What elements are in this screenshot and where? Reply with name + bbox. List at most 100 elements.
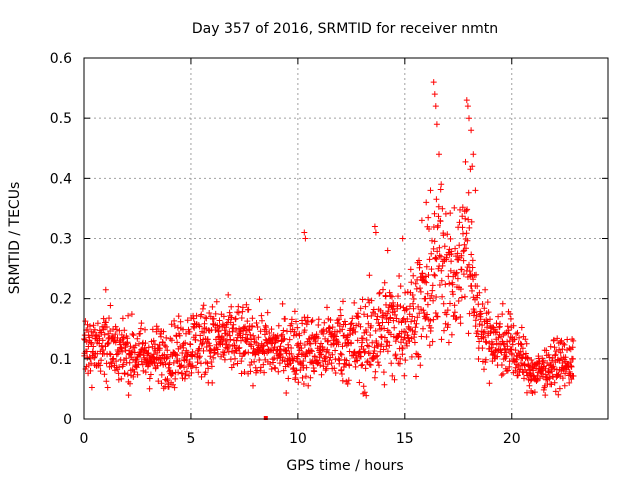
data-point <box>472 323 479 330</box>
data-point <box>566 379 573 386</box>
x-tick-label: 10 <box>289 431 307 447</box>
data-point <box>488 344 495 351</box>
data-point <box>392 351 399 358</box>
data-point <box>137 325 144 332</box>
data-point <box>472 317 479 324</box>
data-point <box>102 286 109 293</box>
data-point <box>176 332 183 339</box>
data-point <box>181 364 188 371</box>
data-point <box>295 379 302 386</box>
data-point <box>551 366 558 372</box>
data-point <box>453 315 460 321</box>
data-point <box>268 326 275 333</box>
data-point <box>142 326 148 333</box>
data-point <box>366 361 373 368</box>
data-point <box>226 341 232 348</box>
x-tick-labels: 0 5 10 15 20 <box>80 431 521 447</box>
data-point <box>242 323 249 330</box>
data-point <box>235 345 242 352</box>
data-point <box>137 330 144 337</box>
data-point <box>512 358 518 365</box>
data-point <box>317 362 324 369</box>
data-point <box>300 358 307 364</box>
data-point <box>395 293 401 300</box>
data-point <box>103 319 109 326</box>
data-point <box>180 340 187 347</box>
data-point <box>220 349 226 355</box>
data-point <box>475 356 482 362</box>
data-point <box>264 309 271 316</box>
data-point <box>299 374 306 381</box>
chart-title: Day 357 of 2016, SRMTID for receiver nmt… <box>192 21 498 37</box>
x-tick-label: 15 <box>396 431 414 447</box>
data-point <box>445 321 452 328</box>
x-tick-label: 5 <box>186 431 195 447</box>
data-point <box>462 158 469 165</box>
data-point <box>368 297 375 304</box>
data-point <box>367 362 374 368</box>
data-point <box>227 356 234 363</box>
data-point <box>256 296 263 303</box>
data-point <box>361 389 368 396</box>
data-point <box>448 331 455 338</box>
data-point <box>87 367 94 374</box>
data-point <box>413 373 419 380</box>
data-point <box>523 369 530 376</box>
data-point <box>430 79 437 86</box>
data-point <box>456 242 463 249</box>
data-point <box>458 252 465 259</box>
data-point <box>359 361 366 368</box>
data-point <box>479 301 486 307</box>
data-point <box>374 359 381 366</box>
data-point <box>182 339 189 346</box>
y-tick-label: 0 <box>63 412 72 428</box>
data-point <box>88 360 95 367</box>
data-point <box>496 324 503 331</box>
data-point <box>466 261 472 268</box>
data-point <box>309 317 316 324</box>
data-point <box>356 379 363 386</box>
data-point <box>518 324 525 331</box>
data-point <box>333 338 340 344</box>
data-point <box>320 326 327 333</box>
data-point <box>506 358 513 365</box>
data-point <box>377 348 384 355</box>
data-point <box>230 361 237 368</box>
data-point <box>469 287 475 294</box>
data-point <box>524 354 531 361</box>
data-point <box>118 375 125 382</box>
data-point <box>450 291 456 298</box>
data-point <box>438 336 445 343</box>
data-point <box>200 347 207 354</box>
data-point <box>303 321 310 328</box>
data-point <box>358 353 364 360</box>
data-point <box>125 312 132 319</box>
data-point <box>438 181 445 188</box>
data-point <box>436 151 442 158</box>
data-point <box>559 346 566 353</box>
data-point <box>368 312 375 319</box>
data-point <box>337 350 344 357</box>
data-point <box>365 296 372 303</box>
data-point <box>505 327 512 334</box>
data-point <box>457 320 464 327</box>
data-point <box>524 389 530 396</box>
data-point <box>480 334 487 341</box>
data-point <box>288 351 295 357</box>
data-point <box>266 330 273 336</box>
data-point <box>445 339 452 346</box>
data-point <box>203 315 210 322</box>
y-tick-label: 0.2 <box>50 292 72 308</box>
data-point <box>188 369 195 376</box>
data-point <box>208 359 215 365</box>
data-point <box>423 263 430 270</box>
data-point <box>380 346 387 353</box>
data-point <box>318 371 325 378</box>
data-point <box>391 324 398 331</box>
data-point <box>257 367 264 374</box>
data-point <box>234 360 241 367</box>
data-point <box>457 286 464 293</box>
data-point <box>139 361 146 368</box>
data-point <box>418 217 425 224</box>
data-point <box>405 334 412 341</box>
